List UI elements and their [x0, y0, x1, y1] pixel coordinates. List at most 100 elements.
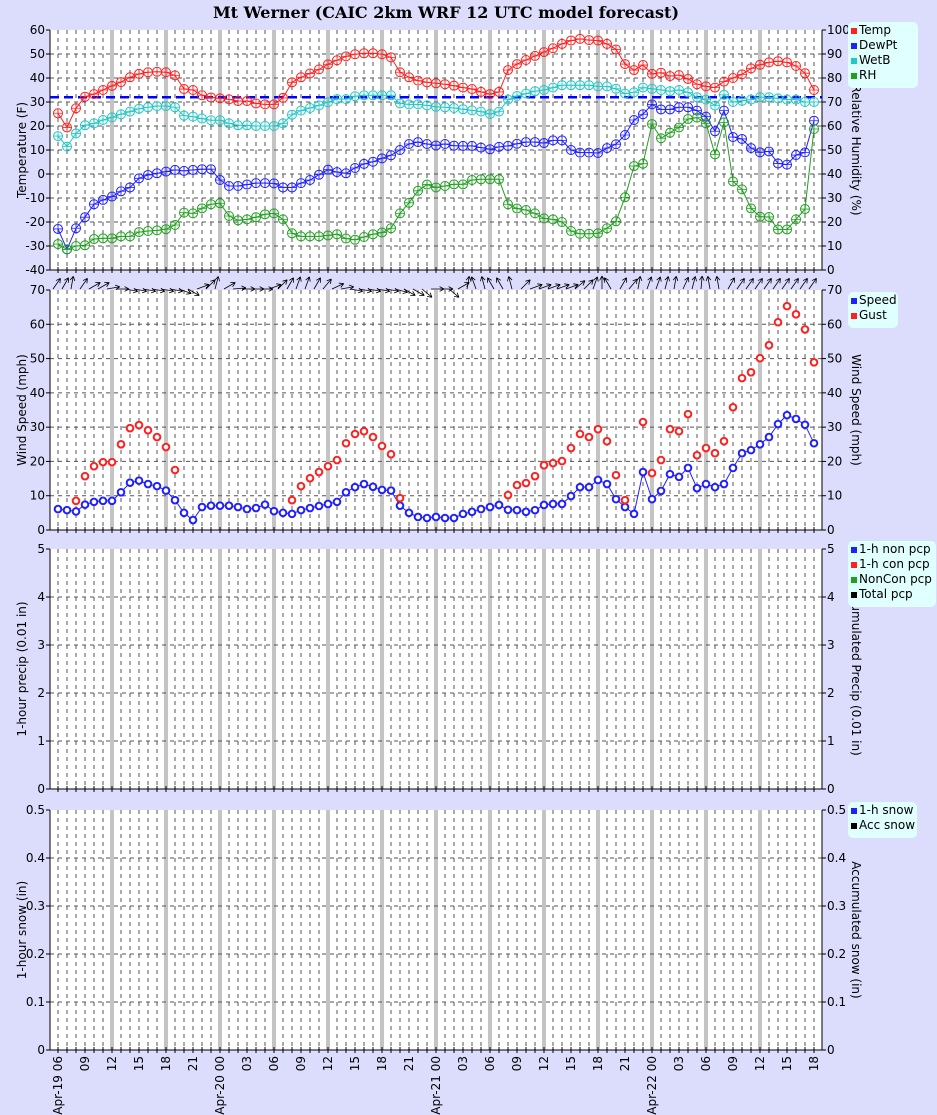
point-cross [413, 186, 423, 196]
point-cross [107, 233, 117, 243]
point-cross [188, 208, 198, 218]
data-point [395, 493, 405, 503]
point-cross [530, 51, 540, 61]
data-point [170, 164, 180, 175]
point-cross [251, 212, 261, 222]
point-cross [71, 223, 81, 233]
data-point [521, 205, 531, 215]
data-point [485, 502, 495, 512]
data-point [377, 227, 387, 238]
data-point [539, 138, 549, 149]
data-point [116, 109, 126, 120]
data-point [107, 496, 117, 506]
point-cross [413, 99, 423, 109]
point-cross [485, 109, 495, 119]
point-cross [188, 165, 198, 175]
point-cross [314, 64, 324, 74]
point-cross [710, 101, 720, 111]
wind-arrow-icon [480, 276, 486, 290]
y-tick-label: 10 [30, 489, 45, 503]
y-tick-label: 0 [37, 782, 45, 796]
legend-label: Temp [858, 23, 891, 37]
point-cross [278, 93, 288, 103]
data-point [737, 184, 747, 195]
point-cross [638, 159, 648, 169]
point-cross [449, 141, 459, 151]
point-cross [359, 159, 369, 169]
data-point [719, 89, 729, 100]
y-tick-label: 5 [37, 542, 45, 556]
data-point [449, 179, 459, 190]
point-cross [746, 143, 756, 153]
point-cross [539, 213, 549, 223]
wind-arrow-icon [421, 288, 433, 298]
data-point [656, 486, 666, 496]
point-cross [728, 132, 738, 142]
x-tick-label: 12 [537, 1056, 551, 1071]
y-axis-title: Wind Speed (mph) [15, 354, 29, 466]
point-cross [728, 97, 738, 107]
data-point [431, 182, 441, 193]
wind-arrow-icon [260, 286, 274, 292]
data-point [485, 109, 495, 119]
point-cross [188, 85, 198, 95]
data-point [620, 192, 630, 203]
x-tick-label: 18 [159, 1056, 173, 1071]
point-cross [521, 55, 531, 65]
point-cross [323, 230, 333, 240]
data-point [269, 506, 279, 516]
point-cross [476, 87, 486, 97]
point-cross [494, 174, 504, 184]
data-point [647, 99, 657, 110]
data-point [116, 77, 126, 88]
data-point [530, 505, 540, 515]
point-cross [341, 168, 351, 178]
x-tick-label: 18 [807, 1056, 821, 1071]
wind-arrow-icon [277, 279, 288, 290]
point-cross [503, 95, 513, 105]
data-point [260, 99, 270, 110]
point-cross [629, 161, 639, 171]
y2-tick-label: 100 [827, 23, 850, 37]
point-cross [755, 212, 765, 222]
data-point [332, 55, 342, 66]
point-cross [638, 109, 648, 119]
point-cross [710, 126, 720, 136]
point-cross [170, 70, 180, 80]
point-cross [494, 107, 504, 117]
data-point [98, 233, 108, 244]
data-point [431, 78, 441, 89]
legend-swatch [851, 28, 857, 34]
data-point [773, 317, 783, 327]
point-cross [746, 203, 756, 213]
point-cross [611, 84, 621, 94]
point-cross [665, 86, 675, 96]
data-point [278, 508, 288, 518]
data-point [593, 81, 603, 92]
data-point [341, 94, 351, 105]
data-point [566, 226, 576, 236]
point-cross [395, 98, 405, 108]
data-point [53, 108, 63, 119]
data-point [62, 505, 72, 515]
point-cross [683, 74, 693, 84]
data-point [197, 90, 207, 101]
point-cross [584, 148, 594, 158]
point-cross [800, 68, 810, 78]
point-cross [476, 174, 486, 184]
data-point [404, 197, 414, 208]
wind-arrow-icon [655, 276, 662, 290]
point-cross [584, 229, 594, 239]
data-point [116, 439, 126, 449]
point-cross [98, 85, 108, 95]
data-point [539, 460, 549, 470]
x-tick-label: 15 [564, 1056, 578, 1071]
data-point [665, 104, 675, 115]
wind-arrow-icon [781, 277, 790, 290]
point-cross [53, 131, 63, 141]
point-cross [260, 209, 270, 219]
point-cross [593, 228, 603, 238]
point-cross [89, 234, 99, 244]
data-point [404, 72, 414, 83]
data-point [224, 501, 234, 510]
